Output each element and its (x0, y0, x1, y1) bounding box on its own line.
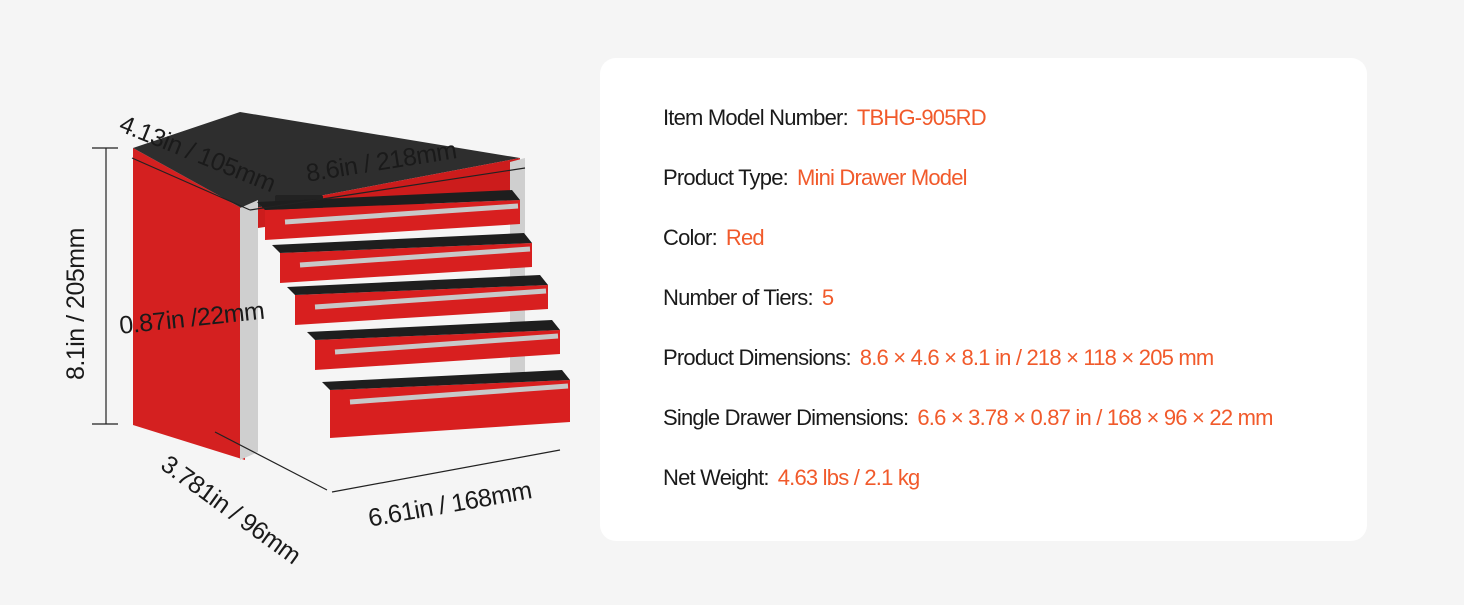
spec-row-drawer-dimensions: Single Drawer Dimensions: 6.6 × 3.78 × 0.… (663, 405, 1273, 431)
spec-row-dimensions: Product Dimensions: 8.6 × 4.6 × 8.1 in / … (663, 345, 1214, 371)
drawer-liner (272, 233, 532, 253)
spec-row-color: Color: Red (663, 225, 765, 251)
spec-row-tiers: Number of Tiers: 5 (663, 285, 834, 311)
spec-value: 4.63 lbs / 2.1 kg (777, 465, 921, 490)
spec-label: Item Model Number: (663, 105, 849, 130)
drawer-handle (284, 203, 519, 225)
spec-label: Number of Tiers: (663, 285, 814, 310)
product-image: 4.13in / 105mm 8.6in / 218mm 8.1in / 205… (0, 0, 600, 600)
spec-value: Mini Drawer Model (796, 165, 968, 190)
drawer-handle (314, 288, 547, 310)
spec-row-model: Item Model Number: TBHG-905RD (663, 105, 987, 131)
drawer-handle (299, 246, 531, 268)
dimension-lines (92, 147, 561, 493)
cabinet-top (133, 112, 520, 210)
spec-label: Color: (663, 225, 718, 250)
drawer-liner (322, 370, 570, 390)
cabinet-trim (240, 200, 258, 460)
cabinet-side (133, 148, 245, 460)
spec-value: TBHG-905RD (856, 105, 987, 130)
spec-row-type: Product Type: Mini Drawer Model (663, 165, 968, 191)
spec-value: Red (725, 225, 765, 250)
drawer-liner (287, 275, 548, 295)
spec-label: Product Dimensions: (663, 345, 852, 370)
spec-card: Item Model Number: TBHG-905RD Product Typ… (600, 58, 1367, 541)
drawer-handle (334, 333, 559, 355)
drawer-liner (257, 190, 520, 210)
spec-label: Single Drawer Dimensions: (663, 405, 909, 430)
spec-value: 5 (821, 285, 834, 310)
spec-label: Net Weight: (663, 465, 770, 490)
tool-cabinet-illustration (92, 112, 570, 493)
drawer-handle (349, 383, 569, 405)
spec-value: 6.6 × 3.78 × 0.87 in / 168 × 96 × 22 mm (917, 405, 1273, 430)
spec-row-weight: Net Weight: 4.63 lbs / 2.1 kg (663, 465, 921, 491)
height-label: 8.1in / 205mm (62, 228, 90, 380)
drawer (330, 380, 570, 438)
spec-label: Product Type: (663, 165, 789, 190)
spec-value: 8.6 × 4.6 × 8.1 in / 218 × 118 × 205 mm (859, 345, 1214, 370)
drawer-liner (307, 320, 560, 340)
